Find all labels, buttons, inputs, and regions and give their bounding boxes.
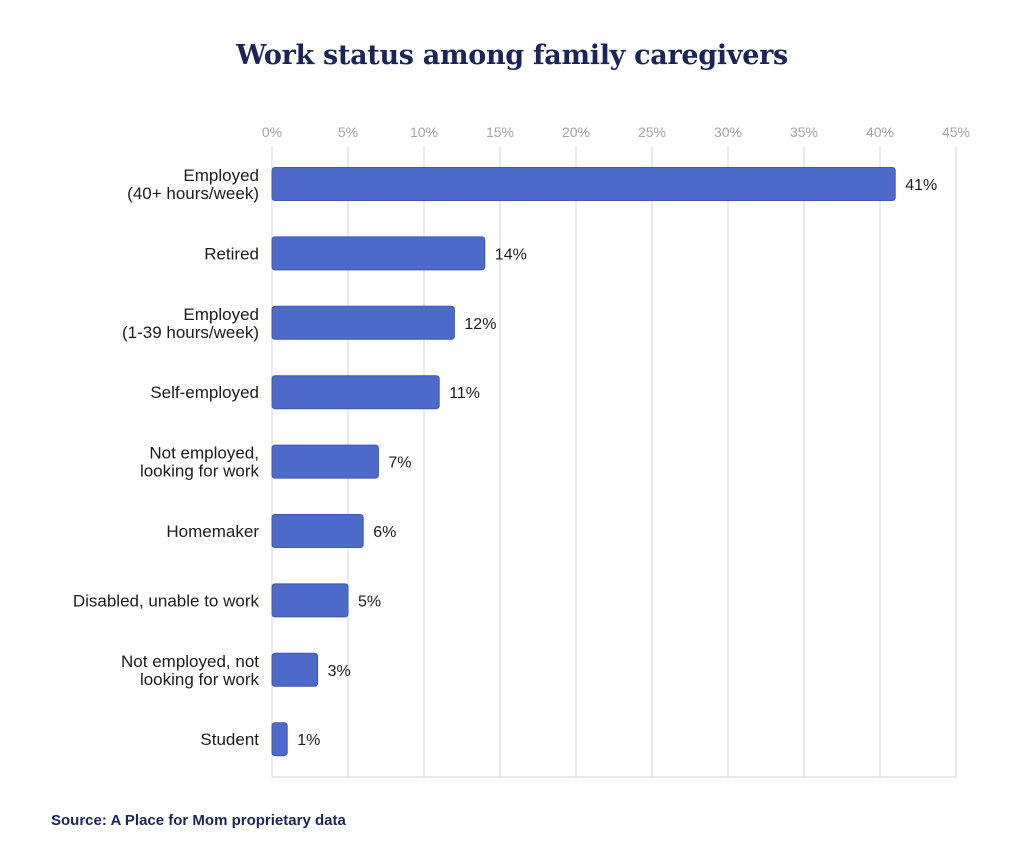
category-label: Self-employed (150, 383, 259, 402)
bars-layer (271, 167, 896, 757)
value-labels: 41% 14% 12% 11% 7% 6% 5% 3% 1% (297, 177, 937, 749)
x-tick-label: 20% (562, 124, 590, 140)
value-label: 1% (297, 732, 320, 749)
category-label: Employed (183, 166, 259, 185)
x-axis-ticks: 0% 5% 10% 15% 20% 25% 30% 35% 40% 45% (262, 124, 970, 140)
value-label: 41% (905, 177, 937, 194)
value-label: 14% (495, 246, 527, 263)
value-label: 6% (373, 524, 396, 541)
bar (271, 722, 288, 757)
category-label: looking for work (140, 462, 260, 481)
category-label: (40+ hours/week) (127, 184, 259, 203)
bar (271, 236, 486, 271)
category-label: Retired (204, 244, 259, 263)
category-label: looking for work (140, 670, 260, 689)
value-label: 12% (464, 316, 496, 333)
category-label: Homemaker (166, 522, 259, 541)
x-tick-label: 0% (262, 124, 282, 140)
bar (271, 375, 440, 410)
x-tick-label: 40% (866, 124, 894, 140)
bar (271, 305, 455, 340)
source-note: Source: A Place for Mom proprietary data (51, 812, 346, 829)
category-label: Not employed, not (121, 652, 259, 671)
category-label: Disabled, unable to work (73, 591, 260, 610)
x-tick-label: 5% (338, 124, 358, 140)
bar (271, 444, 379, 479)
value-label: 3% (328, 663, 351, 680)
value-label: 7% (388, 455, 411, 472)
x-tick-label: 10% (410, 124, 438, 140)
category-label: (1-39 hours/week) (122, 323, 259, 342)
category-label: Student (200, 730, 259, 749)
category-labels: Employed(40+ hours/week)RetiredEmployed(… (73, 166, 260, 749)
value-label: 5% (358, 593, 381, 610)
x-tick-label: 45% (942, 124, 970, 140)
category-label: Not employed, (149, 444, 259, 463)
bar (271, 167, 896, 201)
bar-chart: 0% 5% 10% 15% 20% 25% 30% 35% 40% 45% Employed(40… (73, 124, 970, 778)
x-tick-label: 30% (714, 124, 742, 140)
value-label: 11% (449, 385, 480, 402)
bar (271, 583, 349, 618)
x-tick-label: 15% (486, 124, 514, 140)
bar (271, 652, 319, 687)
x-tick-label: 25% (638, 124, 666, 140)
x-tick-label: 35% (790, 124, 818, 140)
chart-title: Work status among family caregivers (236, 40, 788, 71)
category-label: Employed (183, 305, 259, 324)
bar (271, 514, 364, 548)
